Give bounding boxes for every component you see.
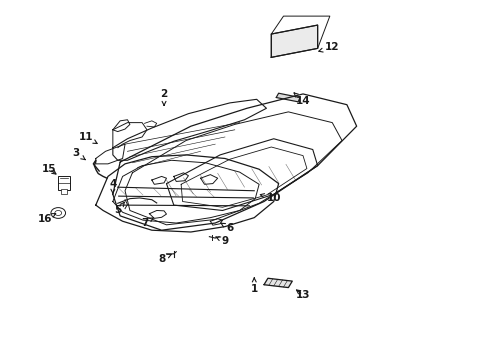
Text: 7: 7: [141, 218, 153, 228]
Text: 14: 14: [293, 93, 310, 106]
Text: 4: 4: [109, 179, 116, 194]
Text: 6: 6: [221, 223, 233, 233]
Text: 9: 9: [216, 236, 228, 246]
Bar: [61, 189, 67, 194]
Polygon shape: [271, 25, 317, 57]
Text: 2: 2: [160, 89, 167, 105]
Polygon shape: [264, 278, 292, 288]
Text: 10: 10: [260, 193, 281, 203]
Text: 16: 16: [37, 213, 56, 224]
Text: 13: 13: [295, 290, 309, 300]
Text: 12: 12: [318, 42, 339, 52]
Text: 3: 3: [73, 148, 85, 160]
Text: 11: 11: [79, 132, 97, 144]
Text: 8: 8: [158, 254, 171, 264]
Circle shape: [55, 211, 61, 216]
Bar: [58, 176, 70, 190]
Text: 5: 5: [114, 202, 124, 216]
Polygon shape: [276, 93, 300, 102]
Circle shape: [51, 208, 65, 219]
Text: 15: 15: [42, 164, 57, 174]
Text: 1: 1: [250, 278, 257, 294]
